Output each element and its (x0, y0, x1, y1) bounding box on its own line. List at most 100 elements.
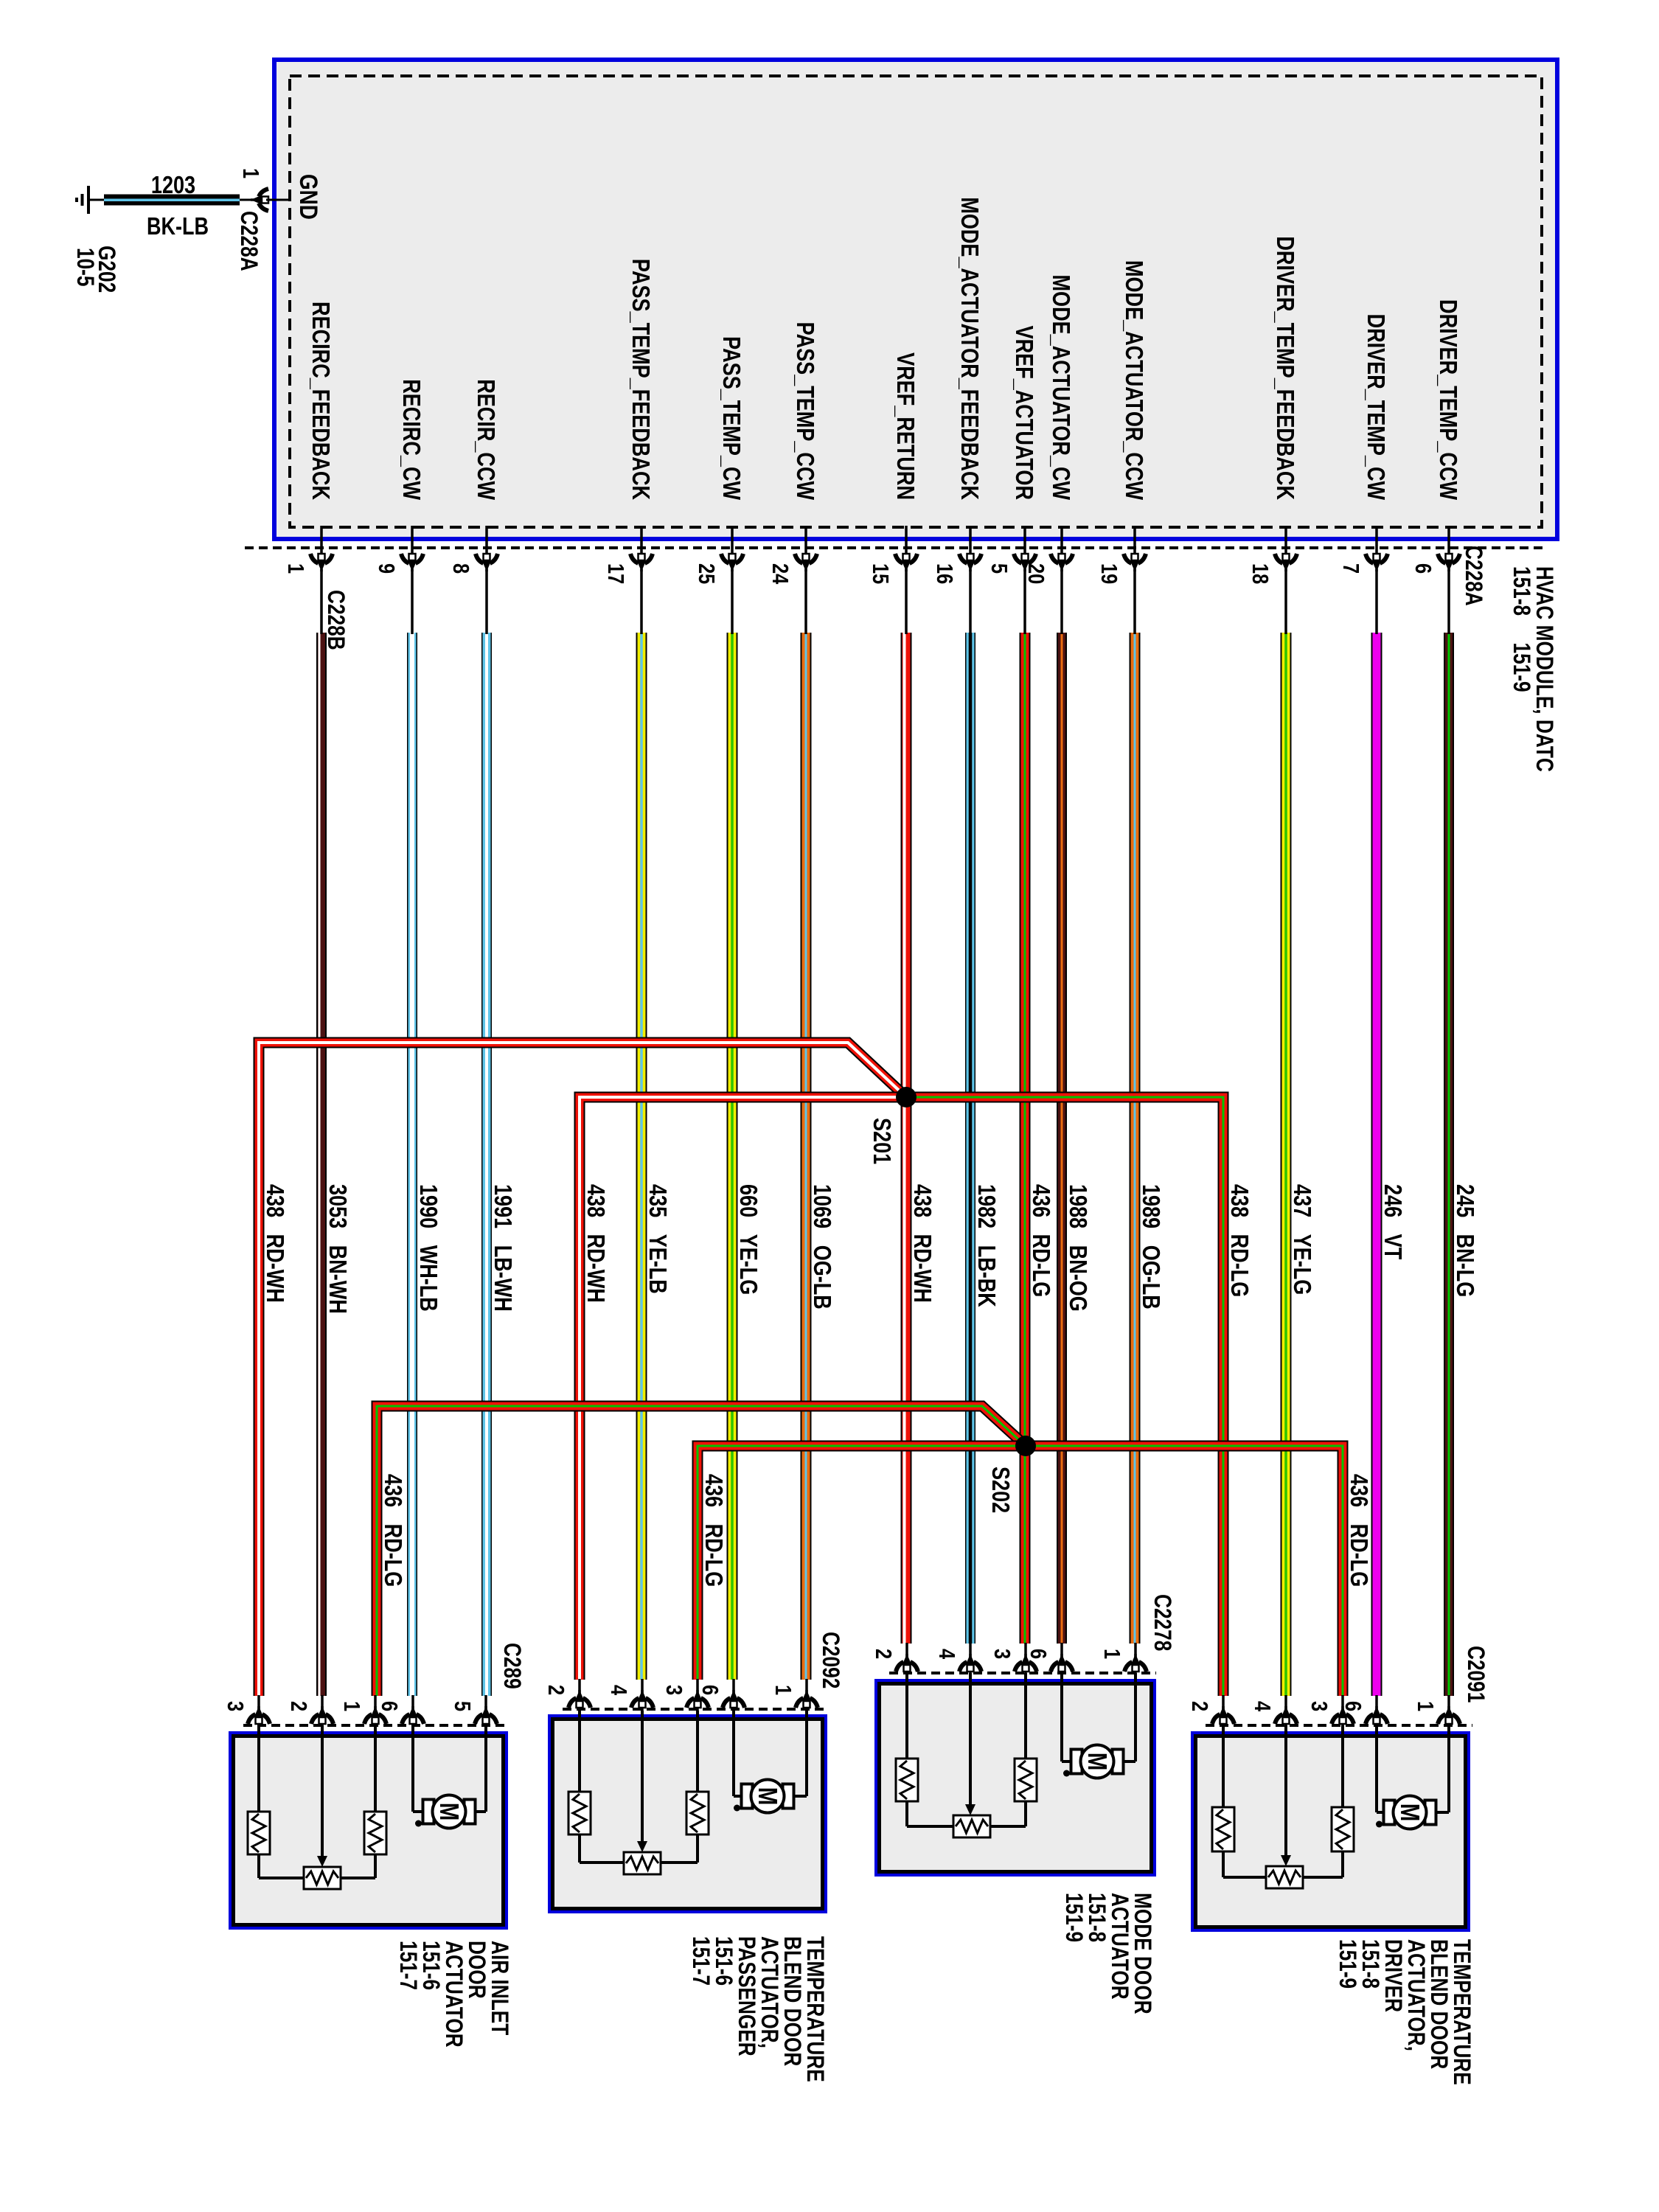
svg-text:DRIVER_TEMP_CCW: DRIVER_TEMP_CCW (1434, 299, 1461, 500)
svg-text:3: 3 (989, 1649, 1015, 1659)
svg-text:6: 6 (1410, 563, 1436, 574)
svg-text:438 RD-WH: 438 RD-WH (908, 1184, 935, 1303)
svg-text:C2091: C2091 (1462, 1646, 1488, 1703)
svg-text:19: 19 (1096, 563, 1121, 584)
svg-text:1990 WH-LB: 1990 WH-LB (414, 1184, 441, 1312)
svg-text:DRIVER_TEMP_FEEDBACK: DRIVER_TEMP_FEEDBACK (1271, 236, 1298, 500)
svg-text:1: 1 (770, 1685, 796, 1695)
svg-text:438 RD-WH: 438 RD-WH (582, 1184, 608, 1303)
svg-text:BLEND DOOR: BLEND DOOR (779, 1936, 804, 2066)
svg-text:17: 17 (602, 563, 628, 584)
svg-text:M: M (1395, 1804, 1425, 1822)
svg-text:ACTUATOR,: ACTUATOR, (756, 1936, 782, 2048)
svg-text:TEMPERATURE: TEMPERATURE (1448, 1939, 1474, 2085)
svg-text:9: 9 (373, 563, 399, 574)
svg-text:ACTUATOR,: ACTUATOR, (1402, 1939, 1428, 2051)
svg-text:M: M (1082, 1753, 1112, 1771)
svg-text:VREF_RETURN: VREF_RETURN (891, 352, 918, 500)
svg-text:PASS_TEMP_FEEDBACK: PASS_TEMP_FEEDBACK (627, 259, 653, 500)
svg-text:RECIR_CCW: RECIR_CCW (472, 379, 498, 500)
svg-text:435 YE-LB: 435 YE-LB (644, 1184, 670, 1294)
svg-text:16: 16 (931, 563, 957, 584)
svg-text:4: 4 (933, 1649, 959, 1659)
svg-text:3: 3 (661, 1685, 686, 1695)
svg-text:MODE_ACTUATOR_CCW: MODE_ACTUATOR_CCW (1120, 260, 1147, 500)
svg-text:RECIRC_FEEDBACK: RECIRC_FEEDBACK (307, 302, 333, 500)
svg-text:G202: G202 (93, 246, 119, 293)
svg-text:HVAC MODULE, DATC: HVAC MODULE, DATC (1531, 566, 1557, 772)
svg-text:4: 4 (605, 1685, 631, 1695)
svg-text:660 YE-LG: 660 YE-LG (734, 1184, 761, 1295)
svg-text:S202: S202 (987, 1467, 1013, 1513)
svg-text:C289: C289 (498, 1643, 524, 1689)
svg-text:2: 2 (285, 1701, 311, 1711)
svg-text:436 RD-LG: 436 RD-LG (1027, 1184, 1054, 1297)
svg-text:ACTUATOR: ACTUATOR (1106, 1893, 1132, 2000)
svg-text:DOOR: DOOR (463, 1941, 489, 1999)
svg-text:2: 2 (870, 1649, 896, 1659)
svg-text:2: 2 (543, 1685, 568, 1695)
svg-text:PASS_TEMP_CW: PASS_TEMP_CW (717, 336, 744, 500)
svg-text:1: 1 (1412, 1701, 1438, 1711)
svg-text:10-5: 10-5 (72, 248, 97, 287)
svg-text:ACTUATOR: ACTUATOR (440, 1941, 466, 2048)
svg-text:1069 OG-LB: 1069 OG-LB (808, 1184, 835, 1310)
svg-text:151-9: 151-9 (1334, 1939, 1360, 1989)
svg-text:437 YE-LG: 437 YE-LG (1288, 1184, 1315, 1295)
svg-text:3053 BN-WH: 3053 BN-WH (324, 1184, 350, 1314)
svg-text:5: 5 (449, 1701, 475, 1711)
svg-text:AIR INLET: AIR INLET (486, 1941, 512, 2035)
svg-text:3: 3 (1306, 1701, 1332, 1711)
svg-text:MODE_ACTUATOR_CW: MODE_ACTUATOR_CW (1047, 275, 1074, 501)
svg-text:RECIRC_CW: RECIRC_CW (397, 379, 424, 500)
svg-text:1989 OG-LB: 1989 OG-LB (1137, 1184, 1164, 1310)
svg-text:2: 2 (1186, 1701, 1212, 1711)
svg-text:246 VT: 246 VT (1379, 1184, 1405, 1260)
svg-text:DRIVER: DRIVER (1380, 1939, 1405, 2012)
svg-text:245 BN-LG: 245 BN-LG (1451, 1184, 1478, 1297)
svg-text:25: 25 (693, 563, 719, 584)
svg-text:15: 15 (867, 563, 893, 584)
svg-text:6: 6 (376, 1701, 402, 1711)
svg-text:24: 24 (767, 563, 793, 584)
svg-text:151-6: 151-6 (710, 1936, 736, 1986)
svg-text:TEMPERATURE: TEMPERATURE (801, 1936, 827, 2082)
svg-text:151-7: 151-7 (687, 1936, 713, 1986)
svg-text:6: 6 (1340, 1701, 1366, 1711)
svg-text:436 RD-LG: 436 RD-LG (700, 1474, 726, 1587)
svg-text:C228A: C228A (1460, 546, 1486, 606)
svg-text:DRIVER_TEMP_CW: DRIVER_TEMP_CW (1362, 314, 1388, 501)
svg-text:151-8: 151-8 (1083, 1893, 1109, 1942)
svg-text:M: M (753, 1787, 782, 1806)
svg-text:1: 1 (237, 168, 263, 178)
svg-text:BK-LB: BK-LB (147, 214, 209, 240)
svg-text:C228B: C228B (322, 590, 348, 650)
svg-text:MODE_ACTUATOR_FEEDBACK: MODE_ACTUATOR_FEEDBACK (956, 197, 982, 500)
svg-text:BLEND DOOR: BLEND DOOR (1425, 1939, 1451, 2069)
svg-text:PASS_TEMP_CCW: PASS_TEMP_CCW (791, 322, 818, 501)
svg-text:438 RD-WH: 438 RD-WH (261, 1184, 288, 1303)
svg-text:1: 1 (1099, 1649, 1124, 1659)
svg-text:M: M (434, 1803, 464, 1821)
svg-text:6: 6 (1025, 1649, 1051, 1659)
svg-text:MODE DOOR: MODE DOOR (1129, 1893, 1155, 2014)
svg-text:1988 BN-OG: 1988 BN-OG (1064, 1184, 1091, 1312)
svg-text:C228A: C228A (235, 211, 261, 271)
svg-text:436 RD-LG: 436 RD-LG (1345, 1474, 1371, 1587)
svg-text:438 RD-LG: 438 RD-LG (1225, 1184, 1252, 1297)
svg-text:151-8: 151-8 (1357, 1939, 1382, 1989)
svg-text:C2278: C2278 (1149, 1594, 1175, 1651)
svg-text:1203: 1203 (151, 173, 195, 199)
svg-text:151-8 151-9: 151-8 151-9 (1508, 566, 1534, 692)
svg-text:GND: GND (294, 174, 322, 220)
svg-text:1: 1 (338, 1701, 364, 1711)
svg-text:1991 LB-WH: 1991 LB-WH (489, 1184, 515, 1312)
svg-text:5: 5 (986, 563, 1012, 574)
svg-text:3: 3 (222, 1701, 248, 1711)
svg-text:7: 7 (1338, 563, 1363, 574)
svg-text:6: 6 (697, 1685, 723, 1695)
svg-text:151-9: 151-9 (1060, 1893, 1086, 1942)
svg-text:1: 1 (282, 563, 308, 574)
svg-text:436 RD-LG: 436 RD-LG (379, 1474, 406, 1587)
svg-text:18: 18 (1247, 563, 1273, 584)
